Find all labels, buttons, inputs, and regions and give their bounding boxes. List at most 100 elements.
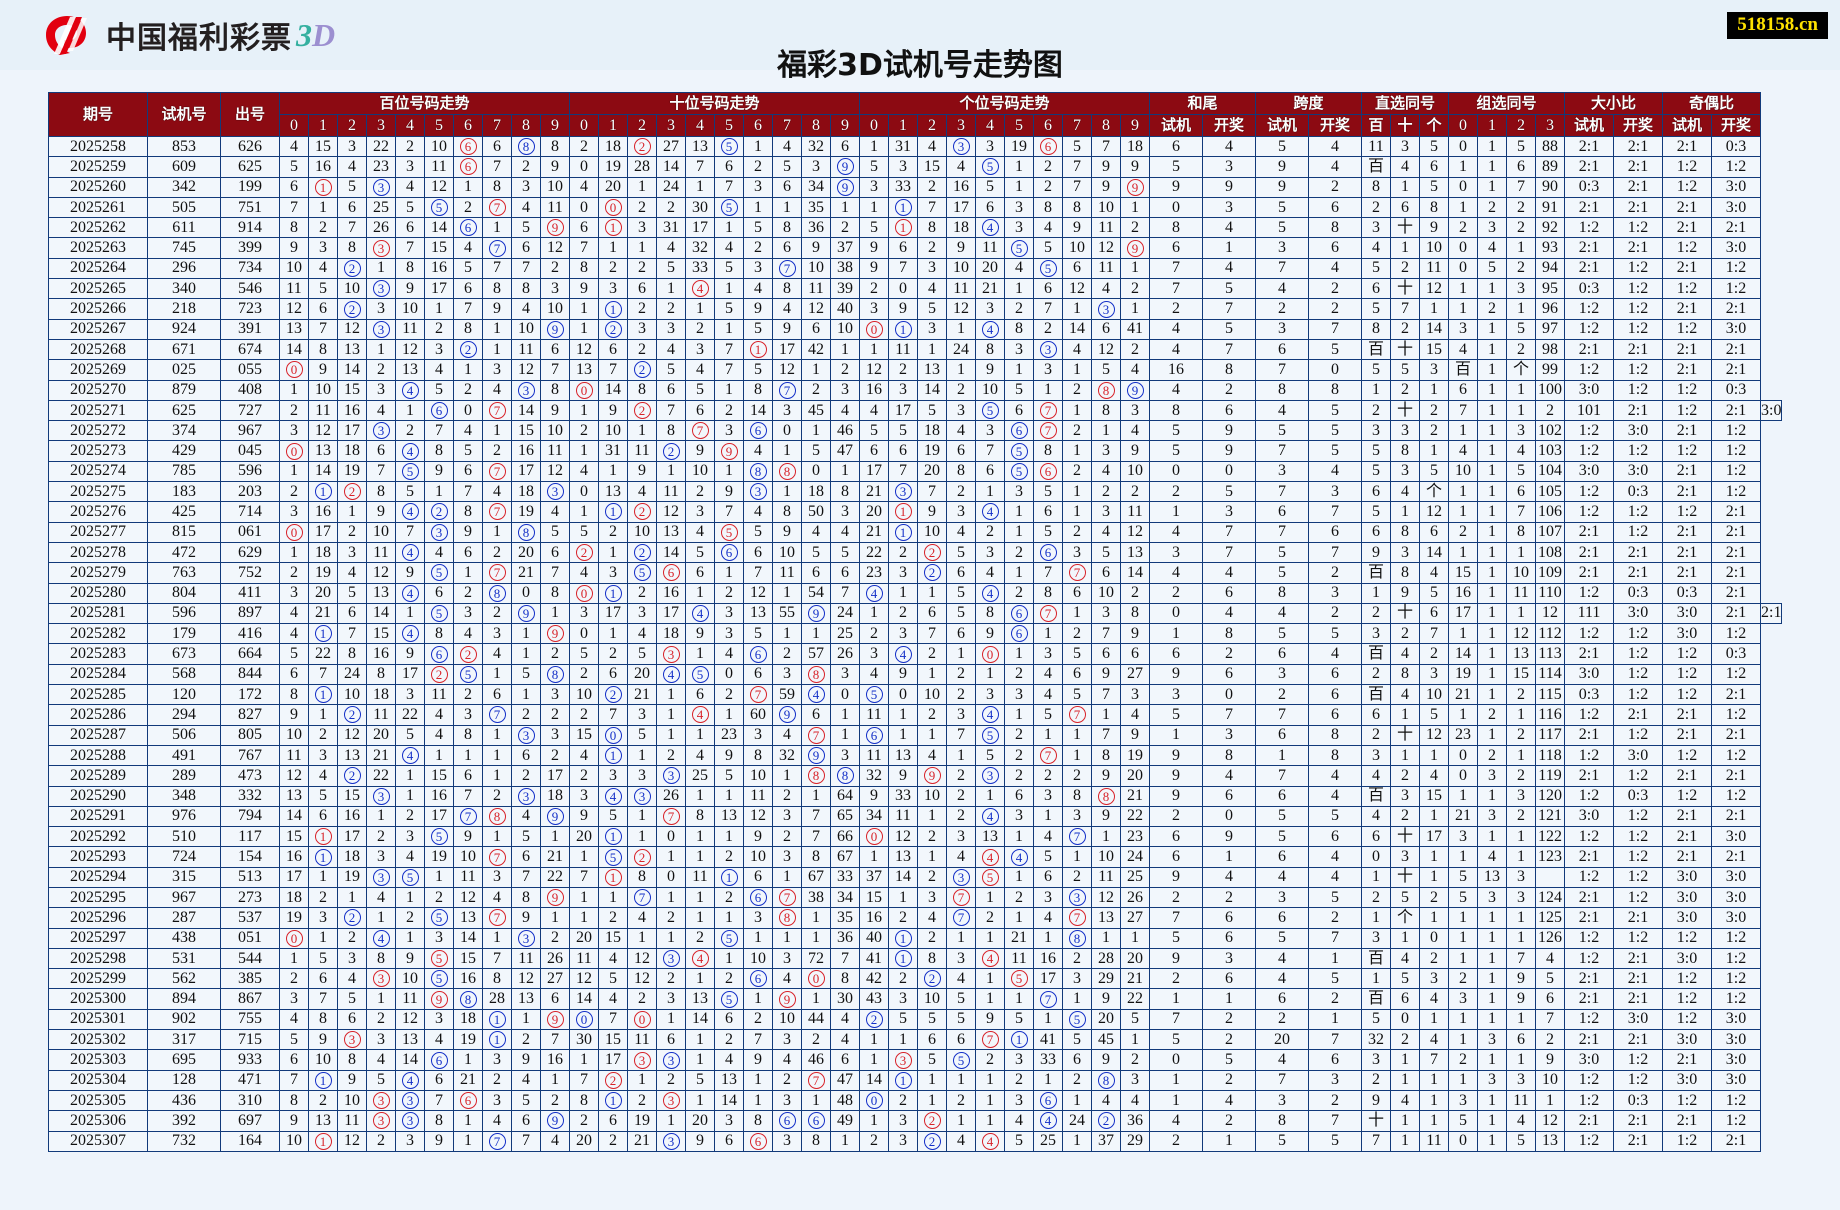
cell-units-8: 7 <box>1091 623 1121 645</box>
table-row[interactable]: 2025291 976 794 14 6 16 1 2 17 7 8 4 9 9 5 1 7 8 13 12 3 7 65 3… <box>48 805 1782 828</box>
table-row[interactable]: 2025272 374 967 3 12 17 3 2 7 4 1 15 10 2 10 1 8 7 3 6 0 1 46 5… <box>48 420 1782 442</box>
cell-hundreds-2: 24 <box>337 663 367 686</box>
cell-hundreds-2: 2 <box>337 704 367 726</box>
cell-units-1: 4 <box>888 643 918 665</box>
table-row[interactable]: 2025289 289 473 12 4 2 22 1 15 6 1 2 17 2 3 3 3 25 5 10 1 8 8 3… <box>48 765 1782 787</box>
table-row[interactable]: 2025305 436 310 8 2 10 3 3 7 6 3 5 2 8 1 2 3 1 14 1 3 1 48 0 2 1 2… <box>48 1089 1782 1112</box>
cell-hundreds-6: 7 <box>453 785 483 807</box>
table-row[interactable]: 2025283 673 664 5 22 8 16 9 6 2 4 1 2 5 2 5 3 1 4 6 2 57 26 3 4 2… <box>48 643 1782 665</box>
table-row[interactable]: 2025264 296 734 10 4 2 1 8 16 5 7 7 2 8 2 2 5 33 5 3 7 10 38 9 7… <box>48 257 1782 280</box>
table-row[interactable]: 2025300 894 867 3 7 5 1 11 9 8 28 13 6 14 4 2 3 13 5 1 9 1 30 4… <box>48 988 1782 1010</box>
cell-tens-9: 36 <box>830 927 860 949</box>
cell-zhixuan-shi: 2 <box>1390 379 1420 401</box>
cell-jiou-draw: 2:1 <box>1711 805 1761 828</box>
table-row[interactable]: 2025296 287 537 19 3 2 1 2 5 13 7 9 1 1 2 4 2 1 1 3 8 1 35 16 2 4… <box>48 907 1782 929</box>
table-row[interactable]: 2025261 505 751 7 1 6 25 5 5 2 7 4 11 0 0 2 2 30 5 1 1 35 1 1 1 7… <box>48 196 1782 219</box>
table-row[interactable]: 2025298 531 544 1 5 3 8 9 5 15 7 11 26 11 4 12 3 4 1 10 3 72 7… <box>48 947 1782 970</box>
table-row[interactable]: 2025278 472 629 1 18 3 11 4 4 6 2 20 6 2 1 2 14 5 6 6 10 5 5 22… <box>48 541 1782 564</box>
cell-tens-3: 1 <box>656 846 686 868</box>
table-row[interactable]: 2025266 218 723 12 6 2 3 10 1 7 9 4 10 1 1 2 2 1 5 9 4 12 40 3 9… <box>48 298 1782 320</box>
table-row[interactable]: 2025301 902 755 4 8 6 2 12 3 18 1 1 9 0 7 0 1 14 6 2 10 44 4 2 5… <box>48 1008 1782 1031</box>
table-row[interactable]: 2025302 317 715 5 9 3 3 13 4 19 1 2 7 30 15 11 6 1 2 7 3 2 4 1 1… <box>48 1029 1782 1051</box>
table-row[interactable]: 2025303 695 933 6 10 8 4 14 6 1 3 9 16 1 17 3 3 1 4 9 4 46 6 1 3… <box>48 1049 1782 1071</box>
cell-units-7: 8 <box>1062 785 1092 807</box>
table-row[interactable]: 2025281 596 897 4 21 6 14 1 5 3 2 9 1 3 17 3 17 4 3 13 55 9 24… <box>48 602 1783 625</box>
table-row[interactable]: 2025280 804 411 3 20 5 13 4 6 2 8 0 8 0 1 2 16 1 2 12 1 54 7 4 1… <box>48 582 1782 604</box>
table-row[interactable]: 2025273 429 045 0 13 18 6 4 8 5 2 16 11 1 31 11 2 9 9 4 1 5 47… <box>48 440 1782 462</box>
cell-zuxuan-2: 1 <box>1506 379 1536 401</box>
cell-hundreds-4: 1 <box>395 927 425 949</box>
table-row[interactable]: 2025265 340 546 11 5 10 3 9 17 6 8 8 3 9 3 6 1 4 1 4 8 11 39 2 0… <box>48 278 1782 300</box>
cell-kuadu-draw: 8 <box>1308 379 1362 401</box>
th-test: 试机号 <box>147 92 221 137</box>
cell-jiou-draw: 1:2 <box>1711 481 1761 503</box>
cell-hewei-test: 2 <box>1149 1130 1203 1152</box>
cell-zhixuan-bai: 5 <box>1361 460 1391 483</box>
cell-tens-9: 33 <box>830 866 860 888</box>
table-row[interactable]: 2025259 609 625 5 16 4 23 3 11 6 7 2 9 0 19 28 14 7 6 2 5 3 9 5… <box>48 156 1782 178</box>
cell-jiou-draw: 3:0 <box>1759 399 1783 422</box>
cell-kuadu-draw: 2 <box>1308 562 1362 584</box>
table-row[interactable]: 2025270 879 408 1 10 15 3 4 5 2 4 3 8 0 14 8 6 5 1 8 7 2 3 16 3 1… <box>48 379 1782 401</box>
table-row[interactable]: 2025292 510 117 15 1 17 2 3 5 9 1 5 1 20 1 1 0 1 1 9 2 7 66 0 12… <box>48 826 1782 848</box>
table-row[interactable]: 2025297 438 051 0 1 2 4 1 3 14 1 3 2 20 15 1 1 2 5 1 1 1 36 40 1… <box>48 927 1782 949</box>
cell-hundreds-7: 4 <box>482 643 512 665</box>
cell-hundreds-1: 4 <box>308 765 338 787</box>
table-row[interactable]: 2025279 763 752 2 19 4 12 9 5 1 7 21 7 4 3 5 6 6 1 7 11 6 6 23 3… <box>48 562 1782 584</box>
cell-zuxuan-0: 0 <box>1448 237 1478 259</box>
table-row[interactable]: 2025285 120 172 8 1 10 18 3 11 2 6 1 3 10 2 21 1 6 2 7 59 4 0 5… <box>48 684 1782 706</box>
table-row[interactable]: 2025304 128 471 7 1 9 5 4 6 21 2 4 1 7 2 1 2 5 13 1 2 7 47 14 1 1… <box>48 1069 1782 1091</box>
table-row[interactable]: 2025275 183 203 2 1 2 8 5 1 7 4 18 3 0 13 4 11 2 9 3 1 18 8 21 3… <box>48 481 1782 503</box>
table-row[interactable]: 2025290 348 332 13 5 15 3 1 16 7 2 3 18 3 4 3 26 1 1 11 2 1 64… <box>48 785 1782 807</box>
table-row[interactable]: 2025294 315 513 17 1 19 3 5 1 11 3 7 22 7 1 8 0 11 1 6 1 67 33… <box>48 866 1782 888</box>
table-row[interactable]: 2025307 732 164 10 1 12 2 3 9 1 7 7 4 20 2 21 3 9 6 6 3 8 1 2 3 2… <box>48 1130 1782 1152</box>
cell-tens-3: 24 <box>656 176 686 198</box>
cell-tens-9: 39 <box>830 278 860 300</box>
cell-hewei-draw: 6 <box>1202 907 1256 929</box>
table-row[interactable]: 2025276 425 714 3 16 1 9 4 2 8 7 19 4 1 1 2 12 3 7 4 8 50 3 20 1… <box>48 501 1782 523</box>
cell-tens-2: 12 <box>627 968 657 990</box>
table-row[interactable]: 2025274 785 596 1 14 19 7 5 9 6 7 17 12 4 1 9 1 10 1 8 8 0 1 17… <box>48 460 1782 483</box>
cell-draw-number: 385 <box>220 968 280 990</box>
cell-jiou-draw: 2:1 <box>1711 562 1761 584</box>
table-row[interactable]: 2025293 724 154 16 1 18 3 4 19 10 7 6 21 1 5 2 1 1 2 10 3 8 67… <box>48 846 1782 868</box>
table-row[interactable]: 2025258 853 626 4 15 3 22 2 10 6 6 8 8 2 18 2 27 13 5 1 4 32 6… <box>48 135 1782 158</box>
cell-hundreds-4: 10 <box>395 298 425 320</box>
cell-units-2: 1 <box>917 338 947 361</box>
table-row[interactable]: 2025260 342 199 6 1 5 3 4 12 1 8 3 10 4 20 1 24 1 7 3 6 34 9 3 3… <box>48 176 1782 198</box>
cell-units-5: 1 <box>1004 826 1034 848</box>
cell-draw-number: 513 <box>220 866 280 888</box>
table-row[interactable]: 2025295 967 273 18 2 1 4 1 2 12 4 8 9 1 1 7 1 1 2 6 7 38 34 15 1… <box>48 886 1782 909</box>
cell-kuadu-test: 5 <box>1255 826 1309 848</box>
table-row[interactable]: 2025262 611 914 8 2 7 26 6 14 6 1 5 9 6 1 3 31 17 1 5 8 36 2 5 1… <box>48 217 1782 239</box>
cell-units-8: 13 <box>1091 907 1121 929</box>
table-row[interactable]: 2025299 562 385 2 6 4 3 10 5 16 8 12 27 12 5 12 2 1 2 6 4 0 8 4… <box>48 968 1782 990</box>
table-row[interactable]: 2025267 924 391 13 7 12 3 11 2 8 1 10 9 1 2 3 3 2 1 5 9 6 10 0 1… <box>48 318 1782 340</box>
cell-hundreds-5: 1 <box>424 298 454 320</box>
table-row[interactable]: 2025269 025 055 0 9 14 2 13 4 1 3 12 7 13 7 2 5 4 7 5 12 1 2 12… <box>48 359 1782 381</box>
table-row[interactable]: 2025277 815 061 0 17 2 10 7 3 9 1 8 5 5 2 10 13 4 5 5 9 4 4 21 1… <box>48 521 1782 543</box>
table-row[interactable]: 2025287 506 805 10 2 12 20 5 4 8 1 3 3 15 0 5 1 1 23 3 4 7 1 6 1… <box>48 724 1782 746</box>
table-row[interactable]: 2025284 568 844 6 7 24 8 17 2 5 1 5 8 2 6 20 4 5 0 6 3 8 3 4 9 1 2… <box>48 663 1782 686</box>
cell-units-1: 9 <box>888 298 918 320</box>
table-row[interactable]: 2025268 671 674 14 8 13 1 12 3 2 1 11 6 12 6 2 4 3 7 1 17 42 1… <box>48 338 1782 361</box>
cell-zhixuan-bai: 4 <box>1361 765 1391 787</box>
table-row[interactable]: 2025306 392 697 9 13 11 3 3 8 1 4 6 9 2 6 19 1 20 3 8 6 6 49 1 3… <box>48 1110 1782 1132</box>
cell-test-number: 374 <box>147 420 221 442</box>
table-row[interactable]: 2025288 491 767 11 3 13 21 4 1 1 1 6 2 4 1 1 2 4 9 8 32 9 3 11 1… <box>48 744 1782 767</box>
cell-tens-1: 4 <box>598 988 628 1010</box>
table-row[interactable]: 2025286 294 827 9 1 2 11 22 4 3 7 2 2 2 7 3 1 4 1 60 9 6 1 11 1 2… <box>48 704 1782 726</box>
cell-kuadu-draw: 2 <box>1308 602 1362 625</box>
cell-hundreds-8: 6 <box>511 237 541 259</box>
table-row[interactable]: 2025282 179 416 4 1 7 15 4 8 4 3 1 9 0 1 4 18 9 3 5 1 1 25 2 3 7 6… <box>48 623 1782 645</box>
cell-units-7: 7 <box>1062 826 1092 848</box>
cell-tens-4: 1 <box>685 886 715 909</box>
cell-hundreds-9: 27 <box>540 968 570 990</box>
cell-units-8: 9 <box>1091 156 1121 178</box>
cell-units-8: 6 <box>1091 643 1121 665</box>
table-row[interactable]: 2025263 745 399 9 3 8 3 7 15 4 7 6 12 7 1 1 4 32 4 2 6 9 37 9 6 2… <box>48 237 1782 259</box>
table-row[interactable]: 2025271 625 727 2 11 16 4 1 6 0 7 14 9 1 9 2 7 6 2 14 3 45 4 4 1… <box>48 399 1783 422</box>
cell-period: 2025269 <box>48 359 148 381</box>
cell-zuxuan-0: 1 <box>1448 156 1478 178</box>
cell-hundreds-0: 3 <box>279 501 309 523</box>
